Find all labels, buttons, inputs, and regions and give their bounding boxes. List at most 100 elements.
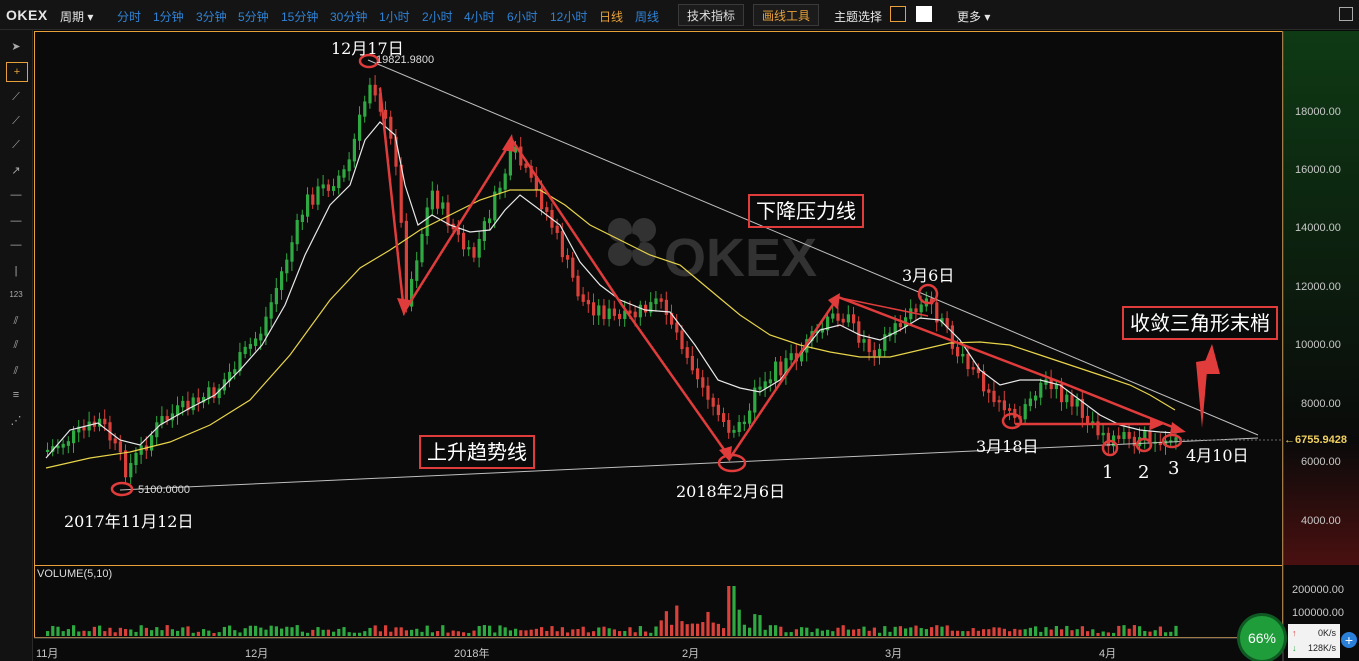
candle-body (789, 353, 793, 361)
candle-body (701, 377, 705, 388)
candle-body (1075, 398, 1079, 407)
add-icon[interactable]: + (1341, 632, 1357, 648)
volume-bar (129, 629, 133, 636)
watermark-text: OKEX (664, 228, 817, 288)
fullscreen-icon[interactable] (1339, 7, 1353, 21)
candle-body (399, 164, 403, 223)
volume-bar (950, 630, 954, 636)
okex-logo: OKEX (6, 7, 48, 23)
timeframe-6h[interactable]: 6小时 (507, 10, 538, 24)
volume-bar (701, 622, 705, 636)
timeframe-3min[interactable]: 3分钟 (196, 10, 227, 24)
candle-body (711, 397, 715, 407)
candle-body (602, 305, 606, 320)
volume-bar (1075, 629, 1079, 636)
timeframe-1h[interactable]: 1小时 (379, 10, 410, 24)
wave-zigzag (378, 87, 1181, 461)
candle-body (534, 175, 538, 191)
downtrend-line[interactable] (367, 59, 1259, 436)
dark-theme-swatch[interactable] (890, 6, 906, 22)
volume-bar (378, 631, 382, 636)
timeframe-2h[interactable]: 2小时 (422, 10, 453, 24)
candle-body (212, 387, 216, 399)
candle-body (108, 422, 112, 441)
volume-bar (207, 630, 211, 636)
candle-body (176, 405, 180, 416)
timeframe-4h[interactable]: 4小时 (464, 10, 495, 24)
candle-body (66, 441, 70, 446)
volume-bar (987, 629, 991, 636)
fibonacci-icon[interactable]: ≡ (12, 389, 20, 401)
candle-body (529, 165, 533, 178)
candle-body (675, 322, 679, 333)
volume-bar (311, 629, 315, 636)
horizontal-line-icon[interactable]: — (10, 189, 22, 201)
candle-body (332, 186, 336, 191)
y-tick: 12000.00 (1295, 281, 1341, 293)
volume-bar (1158, 626, 1162, 636)
candle-body (1132, 436, 1136, 447)
timeframe-fenshi[interactable]: 分时 (117, 10, 142, 24)
timeframe-30min[interactable]: 30分钟 (330, 10, 368, 24)
cursor-icon[interactable]: ➤ (11, 41, 21, 53)
volume-bar (321, 629, 325, 636)
candle-body (181, 400, 185, 408)
timeframe-weekly[interactable]: 周线 (635, 10, 660, 24)
crosshair-icon[interactable]: + (6, 62, 28, 82)
volume-bar (852, 629, 856, 636)
volume-bar (1028, 627, 1032, 636)
channel-icon[interactable]: ⫽ (13, 365, 19, 377)
trendline-icon[interactable]: ⟋ (12, 91, 20, 103)
candle-body (150, 435, 154, 451)
y-tick: 10000.00 (1295, 339, 1341, 351)
candle-body (191, 397, 195, 411)
period-dropdown[interactable]: 周期 ▾ (60, 10, 94, 24)
volume-bar (1034, 626, 1038, 636)
volume-bar (446, 632, 450, 636)
pitchfork-icon[interactable]: ⫽ (13, 339, 19, 351)
volume-bar (846, 629, 850, 636)
volume-bar (389, 631, 393, 636)
volume-bar (124, 629, 128, 636)
candle-body (945, 318, 949, 328)
candle-body (867, 339, 871, 353)
volume-bar (930, 627, 934, 636)
candle-body (987, 389, 991, 393)
candle-body (1039, 382, 1043, 398)
timeframe-1min[interactable]: 1分钟 (153, 10, 184, 24)
candle-body (373, 84, 377, 96)
uptrend-line[interactable] (119, 437, 1259, 491)
volume-bar (696, 623, 700, 636)
timeframe-5min[interactable]: 5分钟 (238, 10, 269, 24)
candle-body (347, 159, 351, 172)
timeframe-daily[interactable]: 日线 (599, 10, 624, 24)
more-dropdown[interactable]: 更多 ▾ (957, 10, 991, 24)
gann-fan-icon[interactable]: ⋰ (10, 415, 22, 427)
volume-bar (368, 627, 372, 636)
timeframe-15min[interactable]: 15分钟 (281, 10, 319, 24)
arrow-line-icon[interactable]: ↗ (11, 165, 21, 177)
candle-body (753, 387, 757, 413)
volume-bar (1174, 625, 1178, 636)
performance-badge[interactable]: 66% (1240, 616, 1284, 660)
drawing-tools-button[interactable]: 画线工具 (753, 4, 820, 26)
horizontal-ray-icon[interactable]: — (10, 215, 22, 227)
parallel-channel-icon[interactable]: ⫽ (13, 315, 19, 327)
timeframe-12h[interactable]: 12小时 (550, 10, 588, 24)
segment-icon[interactable]: ⟋ (12, 139, 20, 151)
candle-body (254, 338, 258, 346)
candle-body (555, 225, 559, 233)
indicator-button[interactable]: 技术指标 (678, 4, 745, 26)
volume-bar (602, 626, 606, 636)
wave-count-icon[interactable]: 123 (9, 290, 23, 299)
light-theme-swatch[interactable] (916, 6, 932, 22)
candle-body (612, 308, 616, 316)
ray-icon[interactable]: ⟋ (12, 115, 20, 127)
price-line-icon[interactable]: — (10, 239, 22, 251)
volume-bar (935, 625, 939, 636)
vertical-line-icon[interactable]: | (14, 265, 18, 277)
volume-bar (753, 614, 757, 636)
candle-body (1070, 394, 1074, 407)
candle-body (425, 207, 429, 237)
